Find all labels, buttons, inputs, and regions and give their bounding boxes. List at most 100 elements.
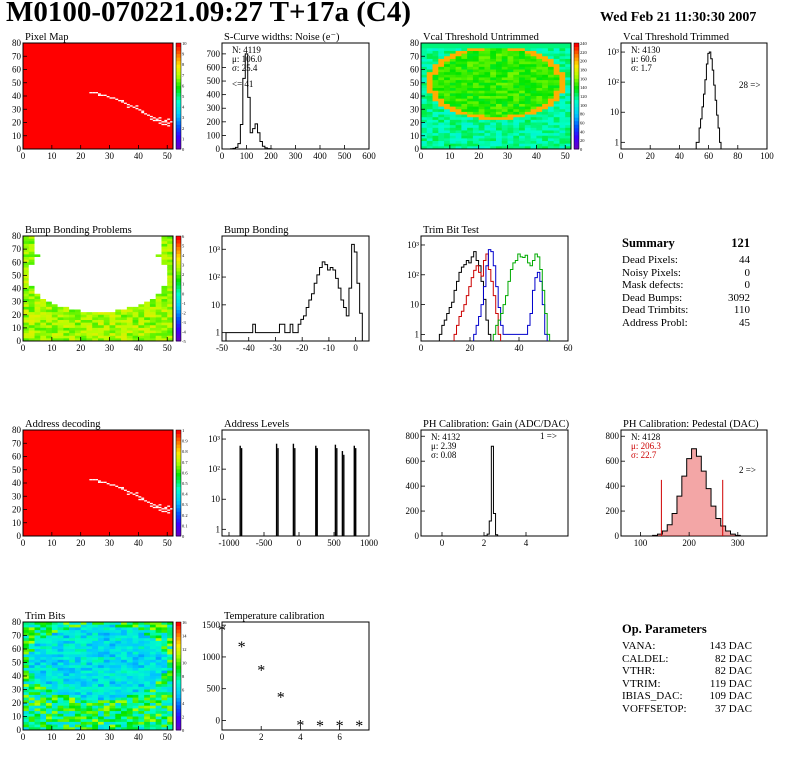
map-cell	[155, 327, 162, 331]
map-cell	[490, 117, 497, 121]
map-cell	[132, 651, 139, 655]
map-cell	[421, 43, 428, 47]
y-tick-label: 70	[410, 51, 420, 61]
map-cell	[98, 257, 105, 261]
map-cell	[69, 320, 76, 324]
map-cell-defect	[158, 117, 162, 119]
x-tick-label: 10	[47, 343, 57, 353]
map-cell	[92, 622, 99, 626]
map-cell	[144, 643, 151, 647]
map-cell	[34, 678, 41, 682]
colorbar-cell	[176, 337, 181, 342]
map-cell	[161, 236, 168, 240]
map-cell-defect	[89, 92, 93, 94]
map-cell	[161, 705, 168, 709]
colorbar-cell	[176, 124, 181, 129]
map-cell	[115, 309, 122, 313]
map-cell	[51, 694, 59, 699]
map-cell	[467, 88, 474, 92]
map-cell	[103, 649, 111, 653]
map-cell	[109, 643, 116, 647]
map-cell	[103, 697, 111, 701]
map-cell	[472, 85, 480, 89]
map-cell	[449, 122, 457, 126]
map-cell	[98, 301, 105, 305]
op-param-value: 119 DAC	[709, 677, 752, 690]
map-cell	[28, 659, 36, 663]
map-cell	[115, 335, 122, 339]
colorbar-cell	[574, 99, 579, 104]
hist-series	[453, 253, 502, 341]
map-cell	[155, 727, 162, 731]
map-cell	[115, 299, 122, 303]
map-cell	[63, 293, 70, 297]
map-cell	[69, 694, 76, 699]
map-cell	[138, 259, 145, 263]
colorbar-tick-label: 0.9	[182, 439, 188, 444]
map-cell	[80, 283, 87, 287]
map-cell	[63, 249, 70, 253]
map-cell	[155, 243, 162, 247]
map-cell	[103, 665, 111, 669]
map-cell	[23, 264, 30, 268]
x-tick-label: 0	[440, 538, 445, 548]
map-cell	[455, 141, 462, 145]
map-cell	[484, 96, 491, 100]
map-cell	[513, 53, 520, 57]
map-cell	[565, 130, 572, 134]
map-cell	[86, 694, 93, 699]
map-cell	[426, 96, 434, 100]
map-cell	[121, 716, 128, 720]
map-cell	[167, 296, 174, 300]
map-cell	[138, 713, 145, 717]
colorbar-cell	[176, 239, 181, 244]
map-cell	[40, 646, 47, 650]
map-cell	[57, 703, 64, 707]
colorbar-tick-label: 7	[182, 73, 185, 78]
map-cell	[461, 109, 468, 113]
map-cell	[421, 58, 428, 63]
map-cell	[449, 141, 457, 145]
map-cell	[155, 320, 162, 324]
map-cell	[51, 713, 59, 717]
map-cell	[467, 43, 474, 47]
map-cell-defect	[152, 506, 156, 509]
map-cell	[438, 72, 445, 76]
map-cell	[74, 713, 82, 717]
map-cell	[138, 293, 145, 297]
chart-title: Trim Bit Test	[423, 225, 479, 236]
map-cell	[138, 654, 145, 658]
map-cell	[161, 317, 168, 321]
map-cell	[28, 711, 36, 715]
y-tick-label: 10²	[607, 77, 619, 87]
map-cell	[121, 257, 128, 261]
map-cell	[57, 317, 64, 321]
map-cell	[421, 111, 428, 116]
map-cell	[46, 262, 53, 266]
map-cell	[74, 716, 82, 720]
map-cell	[490, 66, 497, 70]
map-cell	[421, 69, 428, 73]
map-cell	[138, 327, 145, 331]
map-cell	[40, 320, 47, 324]
map-cell	[167, 627, 174, 631]
summary-value: 0	[744, 266, 751, 279]
y-tick-label: 20	[410, 118, 420, 128]
map-cell	[86, 330, 93, 334]
map-cell	[565, 45, 572, 49]
map-cell	[565, 111, 572, 116]
map-cell	[63, 705, 70, 709]
map-cell	[421, 53, 428, 57]
map-cell	[28, 630, 36, 634]
map-cell	[51, 624, 59, 628]
map-cell	[103, 293, 111, 297]
map-cell	[132, 330, 139, 334]
map-cell	[63, 335, 70, 339]
map-cell	[138, 703, 145, 707]
map-cell	[115, 651, 122, 655]
map-cell	[161, 719, 168, 723]
map-cell	[103, 243, 111, 247]
map-cell	[144, 657, 151, 661]
map-cell	[63, 306, 70, 310]
